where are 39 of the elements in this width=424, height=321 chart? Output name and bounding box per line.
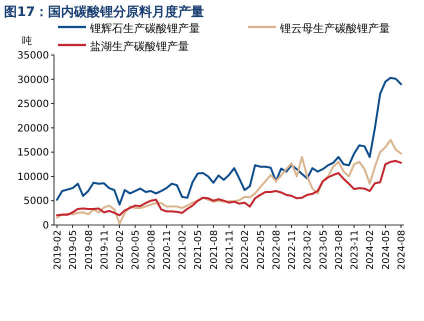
line-series — [56, 160, 402, 216]
x-tick-label: 2019-02 — [52, 230, 64, 270]
y-tick-label: 35000 — [17, 50, 49, 62]
x-tick-label: 2022-08 — [271, 230, 282, 270]
x-tick-label: 2021-11 — [224, 230, 236, 270]
legend-label: 锂辉石生产碳酸锂产量 — [89, 22, 200, 35]
x-tick-label: 2019-11 — [99, 230, 110, 270]
x-tick-label: 2021-02 — [178, 230, 189, 270]
x-tick-label: 2024-02 — [365, 230, 376, 270]
x-tick-label: 2020-05 — [130, 230, 142, 270]
line-series — [56, 76, 402, 206]
x-tick-label: 2022-02 — [240, 230, 252, 270]
x-tick-label: 2023-11 — [350, 230, 361, 270]
legend-label: 锂云母生产碳酸锂产量 — [279, 22, 390, 35]
x-tick-label: 2019-05 — [68, 230, 80, 270]
x-tick-label: 2022-11 — [287, 230, 298, 270]
x-tick-label: 2020-02 — [115, 230, 126, 270]
x-tick-label: 2021-08 — [208, 230, 220, 270]
x-tick-label: 2023-08 — [334, 230, 345, 270]
line-series — [56, 139, 402, 225]
chart-title: 图17：国内碳酸锂分原料月度产量 — [4, 4, 204, 20]
x-tick-label: 2019-08 — [84, 230, 95, 270]
y-tick-label: 25000 — [17, 99, 49, 110]
x-tick-label: 2020-11 — [162, 230, 173, 270]
y-tick-label: 5000 — [24, 196, 49, 208]
y-tick-label: 0 — [42, 220, 49, 232]
y-tick-label: 30000 — [17, 74, 49, 86]
y-tick-label: 20000 — [17, 123, 49, 134]
y-axis-title: 吨 — [22, 35, 32, 47]
y-tick-label: 15000 — [17, 148, 49, 159]
y-tick-label: 10000 — [17, 172, 49, 183]
x-tick-label: 2021-05 — [193, 230, 204, 270]
x-tick-label: 2023-02 — [302, 230, 314, 270]
x-tick-label: 2020-08 — [146, 230, 158, 270]
legend-label: 盐湖生产碳酸锂产量 — [90, 40, 189, 53]
x-tick-label: 2024-08 — [396, 230, 408, 270]
x-tick-label: 2022-05 — [256, 230, 267, 270]
x-tick-label: 2023-05 — [318, 230, 330, 270]
x-tick-label: 2024-05 — [380, 230, 392, 270]
